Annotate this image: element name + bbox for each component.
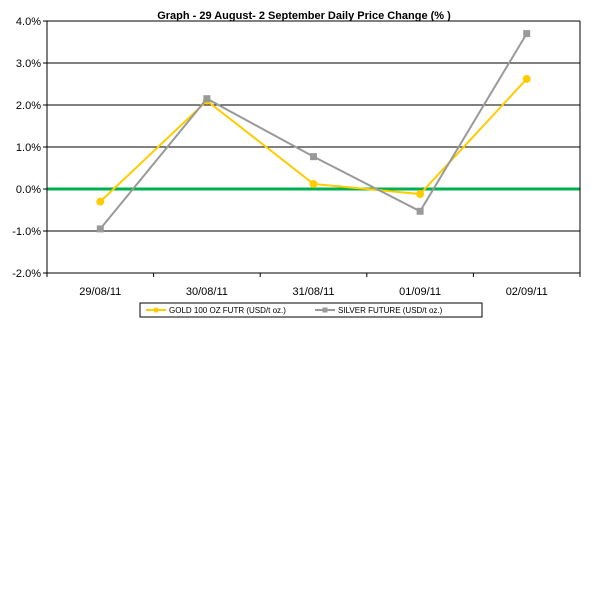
data-point xyxy=(96,197,105,206)
series-layer xyxy=(96,30,531,233)
data-point xyxy=(522,74,531,83)
legend-marker xyxy=(153,307,159,313)
x-tick-label: 31/08/11 xyxy=(292,286,334,298)
grid-lines xyxy=(47,20,580,232)
y-tick-label: 3.0% xyxy=(16,58,41,70)
axes: 4.0% 3.0% 2.0% 1.0% 0.0% -1.0% -2.0% 29/08/11 30… xyxy=(12,16,581,298)
legend-label: SILVER FUTURE (USD/t oz.) xyxy=(338,306,443,315)
data-point xyxy=(416,207,424,215)
y-tick-label: -1.0% xyxy=(12,226,41,238)
legend-label: GOLD 100 OZ FUTR (USD/t oz.) xyxy=(169,306,286,315)
y-tick-label: 2.0% xyxy=(16,100,41,112)
legend-marker xyxy=(322,307,328,313)
data-point xyxy=(203,95,211,103)
legend: GOLD 100 OZ FUTR (USD/t oz.) SILVER FUTUR… xyxy=(139,302,483,318)
y-tick-label: 0.0% xyxy=(16,184,41,196)
x-tick-label: 29/08/11 xyxy=(79,286,121,298)
data-point xyxy=(96,225,104,233)
x-tick-label: 01/09/11 xyxy=(399,286,441,298)
data-point xyxy=(416,190,425,199)
x-tick-label: 02/09/11 xyxy=(506,286,548,298)
chart-title: Graph - 29 August- 2 September Daily Pri… xyxy=(157,10,451,22)
legend-box xyxy=(139,302,483,318)
data-point xyxy=(309,179,318,188)
y-tick-label: -2.0% xyxy=(12,268,41,280)
x-tick-label: 30/08/11 xyxy=(186,286,228,298)
data-point xyxy=(310,153,317,161)
y-tick-label: 4.0% xyxy=(16,16,41,28)
y-tick-label: 1.0% xyxy=(16,142,41,154)
data-point xyxy=(523,30,531,38)
